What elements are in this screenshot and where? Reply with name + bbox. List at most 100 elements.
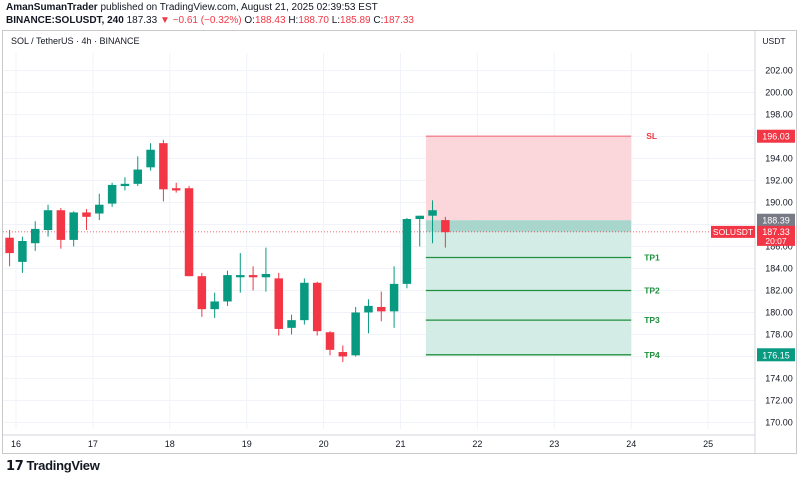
- candle: [30, 221, 40, 251]
- x-tick-label: 21: [395, 439, 405, 449]
- candle: [184, 186, 194, 277]
- candle-body: [377, 306, 386, 312]
- candle-body: [18, 241, 27, 262]
- candle: [248, 266, 258, 291]
- candle-body: [30, 228, 40, 244]
- candle-body: [338, 352, 348, 357]
- candle-body: [5, 237, 14, 254]
- candle-body: [133, 169, 143, 184]
- candle-countdown: 20:07: [765, 236, 787, 246]
- candle: [18, 236, 27, 273]
- candle: [146, 143, 155, 171]
- publish-info: AmanSumanTrader published on TradingView…: [6, 2, 378, 13]
- last-price: 187.33: [126, 15, 158, 26]
- x-tick-label: 19: [242, 439, 252, 449]
- symbol-info: BINANCE:SOLUSDT, 240 187.33 ▼ −0.61 (−0.…: [6, 15, 414, 26]
- y-tick-label: 202.00: [765, 66, 793, 76]
- chart-frame[interactable]: SOL / TetherUS · 4h · BINANCE USDT 170.00 1…: [2, 30, 797, 454]
- tp4-price-tag: 176.15: [762, 350, 790, 360]
- candle: [402, 217, 412, 289]
- x-tick-label: 25: [703, 439, 713, 449]
- y-tick-label: 186.00: [765, 241, 793, 251]
- price-change: ▼ −0.61 (−0.32%): [159, 15, 242, 26]
- symbol-name: BINANCE:SOLUSDT, 240: [6, 15, 124, 26]
- candle: [351, 306, 360, 357]
- candle-body: [82, 212, 91, 217]
- sl-price-tag: 196.03: [762, 132, 790, 142]
- candle: [69, 211, 78, 247]
- candle: [56, 208, 66, 249]
- candle: [377, 291, 386, 322]
- candle-body: [287, 320, 296, 328]
- y-tick-label: 170.00: [765, 417, 793, 427]
- candle: [300, 278, 309, 325]
- tp4-price-tag-bg: [757, 348, 795, 362]
- tp-label: TP3: [644, 315, 660, 325]
- candle-body: [184, 188, 194, 277]
- candle: [274, 272, 283, 336]
- candle-body: [325, 332, 335, 350]
- candle-body: [120, 183, 130, 187]
- x-tick-label: 17: [88, 439, 98, 449]
- candle: [415, 215, 424, 247]
- stop-loss-zone: [425, 136, 632, 221]
- candle: [364, 299, 373, 334]
- candle: [159, 139, 168, 202]
- candle: [325, 331, 335, 356]
- candle-body: [159, 143, 168, 190]
- candle-body: [107, 184, 117, 204]
- chart-title: SOL / TetherUS · 4h · BINANCE: [11, 36, 140, 46]
- candle: [261, 247, 271, 292]
- tp-label: TP2: [644, 285, 660, 295]
- candle-body: [69, 212, 78, 240]
- candle-body: [300, 282, 309, 321]
- candle: [82, 209, 91, 231]
- candle: [312, 281, 322, 336]
- candle: [107, 182, 117, 207]
- symbol-tag-bg: [711, 225, 755, 238]
- candle-body: [312, 282, 322, 332]
- candle-body: [43, 210, 53, 231]
- y-tick-label: 200.00: [765, 88, 793, 98]
- y-tick-label: 180.00: [765, 307, 793, 317]
- candle-body: [389, 283, 399, 312]
- low-value: 185.89: [340, 15, 371, 26]
- open-label: O:: [244, 15, 255, 26]
- x-tick-label: 16: [11, 439, 21, 449]
- candle-body: [441, 220, 450, 233]
- author-name[interactable]: AmanSumanTrader: [6, 2, 98, 13]
- close-label: C:: [373, 15, 384, 26]
- last-price-tag-bg: [757, 225, 795, 246]
- candle: [236, 253, 245, 293]
- candle-body: [236, 275, 245, 278]
- high-label: H:: [288, 15, 299, 26]
- entry-price-tag: 188.39: [762, 216, 790, 226]
- candle-body: [248, 275, 258, 278]
- tp-label: TP4: [644, 350, 660, 360]
- tp-label: TP1: [644, 252, 660, 262]
- footer-brand: 17 TradingView: [6, 458, 100, 474]
- currency-label: USDT: [762, 36, 785, 46]
- published-text: published on TradingView.com, August 21,…: [100, 2, 378, 13]
- price-chart[interactable]: SOL / TetherUS · 4h · BINANCE USDT 170.00 1…: [3, 31, 796, 453]
- open-value: 188.43: [254, 15, 286, 26]
- entry-price-tag-bg: [757, 213, 795, 227]
- y-tick-label: 178.00: [765, 329, 793, 339]
- candle: [428, 200, 437, 244]
- y-tick-label: 172.00: [765, 395, 793, 405]
- candle-body: [146, 149, 155, 168]
- candle: [338, 345, 348, 362]
- sl-price-tag-bg: [757, 129, 795, 143]
- y-tick-label: 182.00: [765, 285, 793, 295]
- symbol-tag: SOLUSDT: [713, 227, 753, 237]
- y-tick-label: 174.00: [765, 373, 793, 383]
- candle-body: [364, 305, 373, 313]
- candle-body: [197, 276, 207, 310]
- y-tick-label: 184.00: [765, 263, 793, 273]
- candle-body: [274, 278, 283, 329]
- sl-label: SL: [646, 131, 657, 141]
- y-tick-label: 190.00: [765, 198, 793, 208]
- candle: [441, 216, 450, 248]
- candle: [43, 204, 53, 237]
- y-tick-label: 192.00: [765, 176, 793, 186]
